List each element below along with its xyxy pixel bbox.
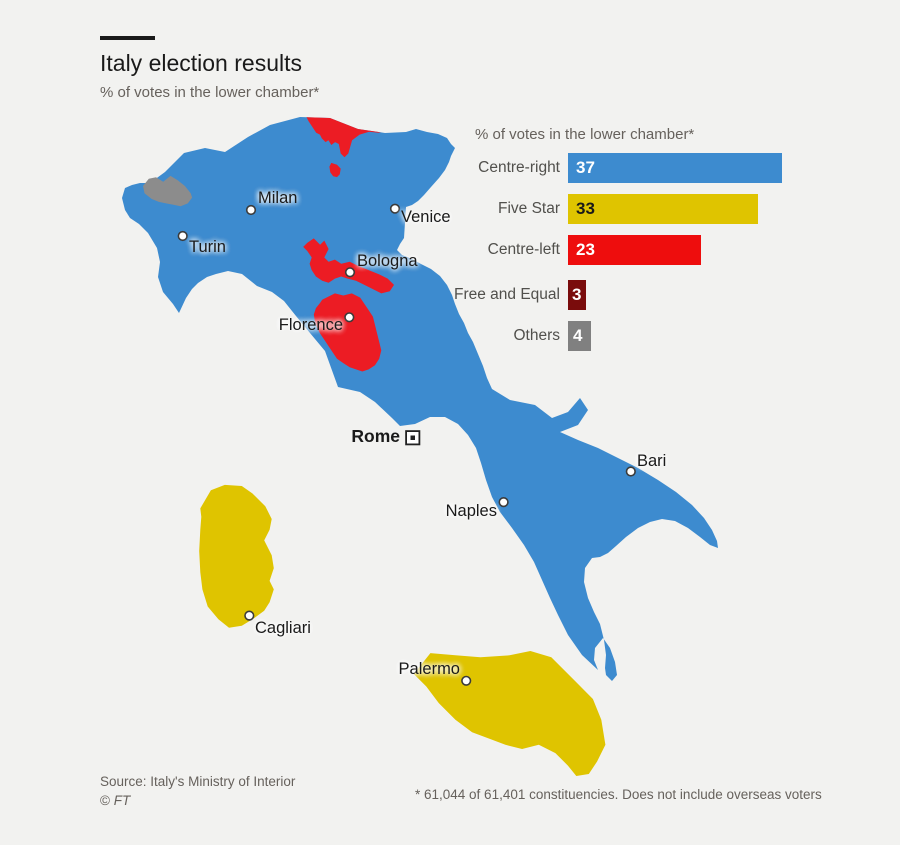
svg-text:Turin: Turin	[189, 238, 226, 256]
svg-text:Cagliari: Cagliari	[255, 619, 311, 637]
svg-text:Milan: Milan	[258, 189, 297, 207]
svg-text:Bologna: Bologna	[357, 252, 418, 270]
svg-text:Naples: Naples	[446, 502, 497, 520]
svg-text:Bari: Bari	[637, 452, 666, 470]
svg-text:Florence: Florence	[279, 316, 343, 334]
svg-text:Rome: Rome	[351, 426, 400, 446]
svg-text:Venice: Venice	[401, 208, 451, 226]
svg-text:Palermo: Palermo	[399, 660, 460, 678]
